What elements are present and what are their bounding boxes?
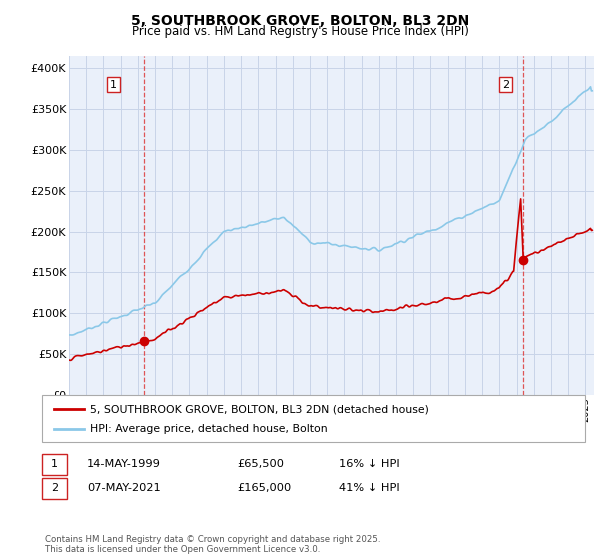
Text: HPI: Average price, detached house, Bolton: HPI: Average price, detached house, Bolt… <box>90 424 328 434</box>
Text: 07-MAY-2021: 07-MAY-2021 <box>87 483 161 493</box>
Text: 41% ↓ HPI: 41% ↓ HPI <box>339 483 400 493</box>
Text: 2: 2 <box>51 483 58 493</box>
Text: 2: 2 <box>502 80 509 90</box>
Text: Contains HM Land Registry data © Crown copyright and database right 2025.
This d: Contains HM Land Registry data © Crown c… <box>45 535 380 554</box>
Text: 14-MAY-1999: 14-MAY-1999 <box>87 459 161 469</box>
Text: 5, SOUTHBROOK GROVE, BOLTON, BL3 2DN: 5, SOUTHBROOK GROVE, BOLTON, BL3 2DN <box>131 14 469 28</box>
Text: £65,500: £65,500 <box>237 459 284 469</box>
Text: £165,000: £165,000 <box>237 483 291 493</box>
Text: 5, SOUTHBROOK GROVE, BOLTON, BL3 2DN (detached house): 5, SOUTHBROOK GROVE, BOLTON, BL3 2DN (de… <box>90 404 429 414</box>
Text: 16% ↓ HPI: 16% ↓ HPI <box>339 459 400 469</box>
Text: Price paid vs. HM Land Registry's House Price Index (HPI): Price paid vs. HM Land Registry's House … <box>131 25 469 38</box>
Text: 1: 1 <box>51 459 58 469</box>
Text: 1: 1 <box>110 80 117 90</box>
